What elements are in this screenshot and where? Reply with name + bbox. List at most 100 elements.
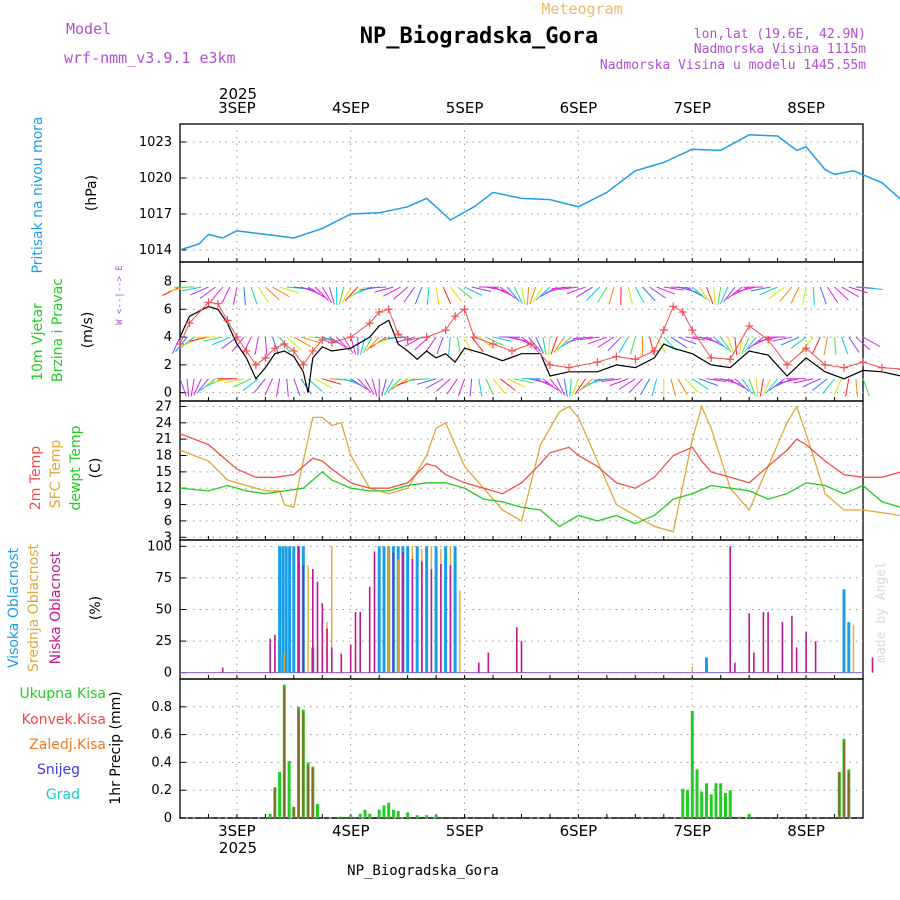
wind-barb [264,337,268,356]
cloud-bar-visoka [382,546,386,673]
wind-barb [307,378,323,392]
wind-barb [759,378,764,397]
wind-gust-marker [650,346,659,355]
wind-gust-marker [422,333,431,342]
wind-barb [594,378,615,381]
wind-barb [811,378,828,391]
wind-barb [790,286,800,304]
wind-barb [409,378,430,381]
wind-barb [734,337,738,356]
wind-barb [802,286,807,305]
precip-bar-0 [695,769,699,818]
precip-bar-1 [843,741,845,818]
cloud-bar-srednja [691,666,693,673]
wind-barb [578,378,593,392]
cloud-high-label: Visoka Oblacnost [6,547,22,668]
elevation: Nadmorska Visina 1115m [694,42,866,57]
wind-gust-marker [204,298,213,307]
ytick-label-2: 3 [164,530,172,545]
wind-gust-marker [270,344,279,353]
wind-barb [425,378,444,389]
wind-barb [627,286,633,305]
cloud-bar-niska [871,657,874,673]
cloud-bar-niska [814,641,817,673]
wind-gust-marker [669,302,678,311]
wind-barb [731,286,750,296]
wind-barb [446,378,458,395]
cloud-bar-niska [354,612,357,673]
cloud-bar-visoka [425,546,429,673]
wind-barb [841,336,849,355]
year-bottom: 2025 [219,839,257,857]
wind-barb [699,378,718,387]
wind-barb [478,378,483,397]
model-elevation: Nadmorska Visina u modelu 1445.55m [600,58,866,73]
cloud-bar-visoka [406,546,410,673]
wind-barb [436,336,444,355]
wind-gust-marker [593,358,602,367]
day-label-bottom: 6SEP [560,822,598,840]
precip-bar-1 [311,768,314,818]
cloud-bar-visoka [278,546,282,673]
wind-barb [286,378,289,397]
precip-bar-0 [382,805,386,818]
wind-barb [507,336,527,342]
wind-barb [162,286,181,296]
wind-gust-marker [745,321,754,330]
precip-total-label: Ukupna Kisa [19,686,106,702]
wind-barb [264,378,273,396]
wind-barb [514,378,534,384]
wind-barb [588,336,608,345]
pressure-line [179,134,900,251]
cloud-bar-niska [520,641,523,673]
cloud-bar-niska [767,612,769,673]
wind-barb [535,286,551,301]
ytick-label-3: 0 [164,666,172,681]
wind-gust-marker [365,319,374,328]
wind-barb [300,336,321,344]
cloud-mid-label: Srednja Oblacnost [26,544,42,672]
wind-barb [556,378,566,396]
ytick-label-0: 1017 [139,207,172,222]
wind-barb [307,286,325,298]
wind-barb [793,378,814,384]
model-label: Model [66,20,111,38]
ytick-label-2: 6 [164,514,172,529]
wind-barb [366,336,380,352]
wind-barb [670,336,688,349]
wind-barb [706,336,724,347]
precip-bar-0 [690,711,694,818]
ytick-label-3: 25 [155,634,172,649]
cloud-bar-niska [430,569,433,673]
wind-barb [535,378,554,388]
wind-barb [371,378,378,397]
wind-barb [272,286,290,298]
wind-barb [597,286,608,304]
wind-gust-marker [384,305,393,314]
precip-bar-0 [358,813,362,818]
wind-barb [179,378,187,397]
wind-barb [848,286,868,294]
cloud-bar-visoka [292,546,296,673]
day-label-top: 3SEP [218,99,256,117]
wind-barb [823,336,828,355]
wind-barb [286,336,302,351]
cloud-bar-niska [373,551,376,673]
wind-gust-marker [783,360,792,369]
wind-barb [456,336,461,355]
wind-barb [435,378,451,392]
cloud-bar-srednja [388,546,390,673]
wind-barb [651,378,658,397]
wind-barb [741,336,750,354]
temp-dew-line [179,471,900,528]
wind-barb [464,336,473,354]
wind-title1: 10m Vjetar [30,303,46,381]
wind-barb [186,378,190,397]
wind-gust-marker [877,363,886,372]
wind-barb [341,286,352,304]
cloud-bar-niska [753,652,755,673]
wind-gust-marker [213,299,222,308]
wind-gust-marker [394,330,403,339]
cloud-bar-niska [734,662,736,673]
wind-barb [649,286,666,299]
